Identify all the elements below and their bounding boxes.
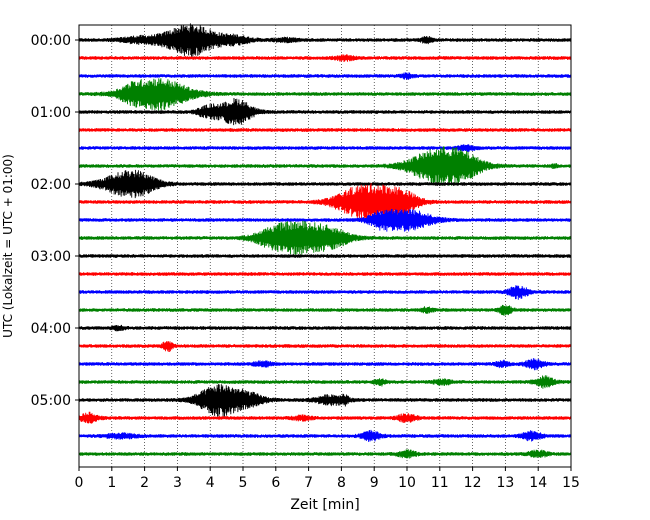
x-tick-label: 4 — [206, 475, 215, 491]
traces-layer — [78, 23, 572, 459]
seismogram-trace — [78, 375, 572, 389]
seismogram-trace — [78, 254, 572, 258]
y-tick-label: 01:00 — [31, 105, 71, 121]
x-tick-label: 14 — [529, 475, 547, 491]
plot-frame — [78, 24, 572, 468]
seismogram-trace — [78, 411, 572, 424]
x-tick-label: 15 — [562, 475, 580, 491]
x-tick-label: 11 — [431, 475, 449, 491]
seismogram-trace — [78, 358, 572, 371]
y-tick-label: 05:00 — [31, 393, 71, 409]
x-tick-label: 5 — [239, 475, 248, 491]
seismogram-trace — [78, 341, 572, 353]
seismogram-trace — [78, 146, 572, 186]
seismogram-trace — [78, 182, 572, 221]
x-tick-label: 0 — [75, 475, 84, 491]
x-tick-label: 3 — [173, 475, 182, 491]
y-tick-label: 02:00 — [31, 177, 71, 193]
seismogram-trace — [78, 169, 572, 199]
seismogram-trace — [78, 220, 572, 255]
seismogram-trace — [78, 72, 572, 80]
seismogram-trace — [78, 384, 572, 417]
x-tick-label: 8 — [337, 475, 346, 491]
x-tick-label: 6 — [271, 475, 280, 491]
x-tick-label: 9 — [370, 475, 379, 491]
x-axis: 0 1 2 3 4 5 6 7 8 9 10 11 12 13 14 15 — [75, 467, 580, 491]
seismogram-trace — [78, 78, 572, 111]
seismogram-trace — [78, 98, 572, 126]
y-tick-label: 03:00 — [31, 249, 71, 265]
seismogram-trace — [78, 272, 572, 276]
x-tick-label: 12 — [464, 475, 482, 491]
seismogram-trace — [78, 144, 572, 153]
y-tick-label: 00:00 — [31, 33, 71, 49]
seismogram-trace — [78, 429, 572, 442]
x-tick-label: 2 — [140, 475, 149, 491]
seismogram-trace — [78, 208, 572, 232]
x-tick-label: 1 — [107, 475, 116, 491]
x-tick-label: 7 — [304, 475, 313, 491]
seismogram-trace — [78, 54, 572, 63]
seismogram-trace — [78, 285, 572, 300]
y-axis: 00:00 01:00 02:00 03:00 04:00 05:00 — [31, 33, 79, 409]
seismogram-trace — [78, 23, 572, 57]
seismogram-trace — [78, 128, 572, 132]
x-tick-label: 10 — [398, 475, 416, 491]
x-axis-label: Zeit [min] — [290, 497, 359, 513]
y-tick-label: 04:00 — [31, 321, 71, 337]
seismogram-trace — [78, 304, 572, 316]
seismogram-trace — [78, 449, 572, 459]
seismogram-trace — [78, 324, 572, 332]
x-tick-label: 13 — [496, 475, 514, 491]
y-axis-label: UTC (Lokalzeit = UTC + 01:00) — [1, 154, 15, 338]
